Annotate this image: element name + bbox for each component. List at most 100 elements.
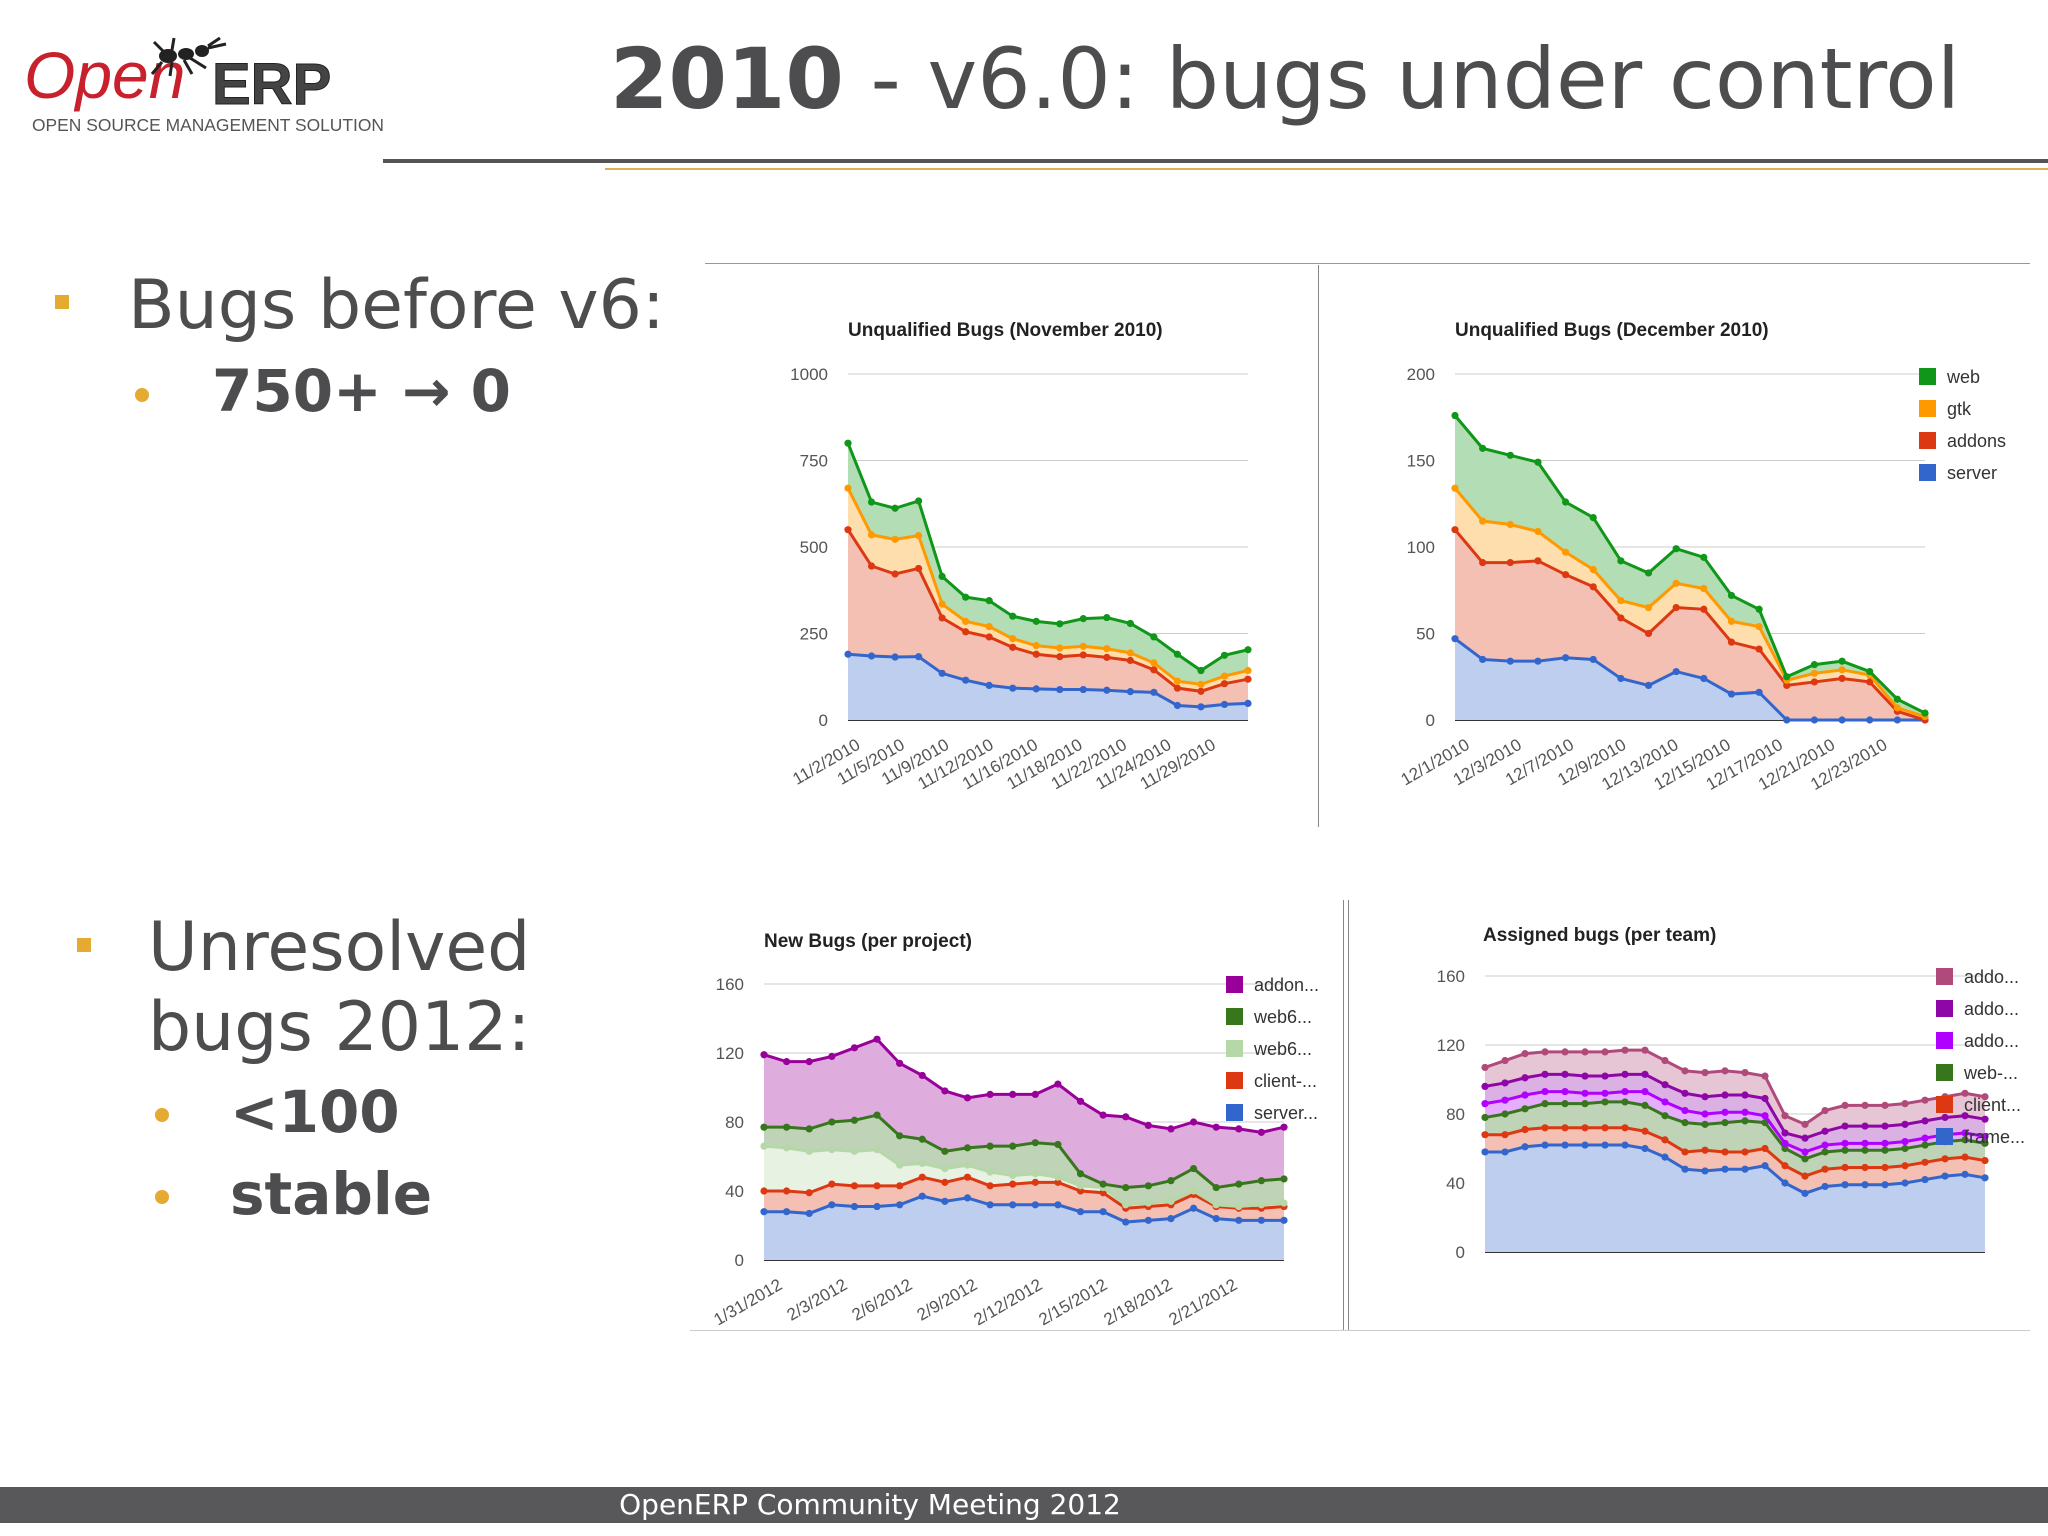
data-point	[1561, 1124, 1569, 1132]
data-point	[1866, 716, 1874, 724]
data-point	[1810, 661, 1819, 669]
data-point	[1721, 1108, 1729, 1116]
legend-label: frame...	[1964, 1127, 2025, 1147]
data-point	[1122, 1218, 1130, 1226]
data-point	[1617, 674, 1625, 683]
data-point	[1701, 1120, 1709, 1128]
data-point	[1076, 1187, 1085, 1195]
data-point	[1961, 1129, 1969, 1137]
data-point	[783, 1123, 791, 1131]
data-point	[941, 1087, 949, 1095]
legend-label: web-...	[1963, 1063, 2018, 1083]
data-point	[1561, 571, 1570, 579]
data-point	[850, 1202, 859, 1211]
data-point	[1761, 1112, 1769, 1120]
data-point	[1721, 1119, 1729, 1127]
data-point	[1481, 1082, 1489, 1090]
legend-label: addons	[1947, 431, 2006, 451]
chart-title: Assigned bugs (per team)	[1483, 925, 1716, 946]
data-point	[1032, 642, 1040, 650]
data-point	[1981, 1132, 1989, 1141]
data-point	[963, 1173, 972, 1181]
data-point	[891, 535, 899, 543]
data-point	[1451, 484, 1459, 492]
data-point	[1901, 1138, 1909, 1146]
data-point	[1481, 1148, 1489, 1156]
data-point	[1661, 1136, 1669, 1144]
footer-bar	[0, 1487, 2048, 1523]
legend-label: gtk	[1947, 399, 1972, 419]
legend-swatch	[1226, 976, 1243, 993]
data-point	[1761, 1072, 1769, 1080]
data-point	[1981, 1093, 1989, 1101]
data-point	[1501, 1056, 1509, 1065]
data-point	[1189, 1164, 1198, 1173]
data-point	[1644, 603, 1653, 612]
data-point	[1761, 1162, 1769, 1170]
data-point	[873, 1035, 881, 1043]
data-point	[1581, 1089, 1589, 1097]
data-point	[1126, 649, 1134, 657]
data-point	[1661, 1153, 1669, 1161]
data-point	[1621, 1141, 1629, 1149]
data-point	[760, 1208, 768, 1216]
data-point	[1721, 1148, 1729, 1156]
chart-panel-divider	[1318, 265, 1319, 827]
data-point	[1921, 709, 1929, 717]
data-point	[1621, 1087, 1629, 1096]
data-point	[1054, 1080, 1062, 1088]
data-point	[1561, 1141, 1569, 1149]
x-tick-label: 2/6/2012	[849, 1275, 916, 1325]
data-point	[1220, 672, 1229, 680]
data-point	[1681, 1148, 1689, 1156]
data-point	[783, 1058, 791, 1066]
legend-swatch	[1936, 1096, 1953, 1113]
chart-title: Unqualified Bugs (November 2010)	[848, 320, 1163, 341]
series-line	[764, 1113, 1285, 1190]
data-point	[1501, 1096, 1509, 1104]
data-point	[828, 1180, 836, 1188]
data-point	[1122, 1113, 1130, 1121]
data-point	[986, 1201, 994, 1209]
data-point	[941, 1147, 949, 1155]
data-point	[1981, 1115, 1989, 1123]
data-point	[1031, 1090, 1039, 1098]
data-point	[1810, 716, 1819, 724]
title-underline-dark	[383, 159, 2048, 163]
data-point	[1076, 1182, 1085, 1190]
legend-swatch	[1919, 400, 1936, 417]
data-point	[941, 1164, 949, 1173]
data-point	[1601, 1124, 1609, 1132]
chart-assigned-bugs-per-team: Assigned bugs (per team) 0 40 80 120 160 addo.…	[1437, 925, 2025, 1262]
data-point	[914, 564, 923, 573]
sub-bullet-under-100: <100	[230, 1078, 400, 1146]
data-point	[1197, 666, 1205, 675]
chart-title: Unqualified Bugs (December 2010)	[1455, 320, 1769, 341]
data-point	[1700, 605, 1708, 613]
data-point	[1144, 1121, 1152, 1130]
data-point	[1561, 1048, 1569, 1056]
data-point	[891, 653, 899, 661]
sub-bullet-dot	[155, 1108, 169, 1122]
data-point	[805, 1209, 813, 1218]
data-point	[1641, 1087, 1649, 1096]
data-point	[1801, 1134, 1809, 1142]
y-tick-label: 80	[725, 1113, 744, 1132]
data-point	[1821, 1127, 1829, 1135]
data-point	[1783, 673, 1791, 681]
data-point	[1801, 1155, 1809, 1163]
legend-swatch	[1936, 1032, 1953, 1049]
sub-bullet-dot	[155, 1190, 169, 1204]
data-point	[1173, 677, 1182, 685]
data-point	[1755, 622, 1763, 631]
data-point	[1617, 597, 1625, 605]
data-point	[1901, 1120, 1909, 1128]
data-point	[1173, 684, 1182, 692]
data-point	[1861, 1122, 1869, 1130]
data-point	[1601, 1048, 1609, 1056]
data-point	[1280, 1199, 1288, 1207]
data-point	[1481, 1063, 1489, 1072]
y-tick-label: 1000	[790, 365, 828, 384]
legend-swatch	[1226, 1040, 1243, 1057]
data-point	[1821, 1165, 1829, 1173]
